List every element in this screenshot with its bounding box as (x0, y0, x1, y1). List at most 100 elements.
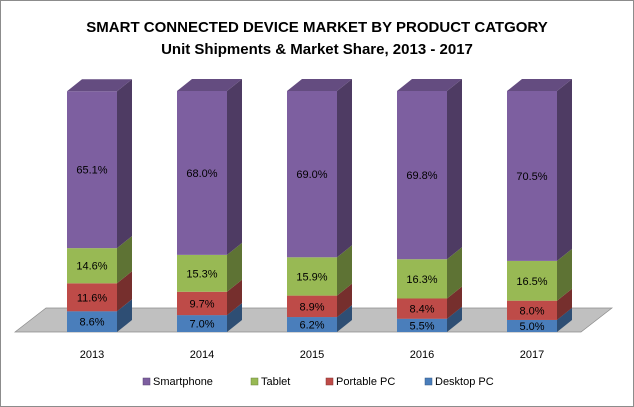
chart-subtitle: Unit Shipments & Market Share, 2013 - 20… (161, 41, 473, 58)
segment-portable-pc-2013: 11.6% (67, 271, 132, 312)
value-label: 70.5% (516, 171, 547, 183)
segment-side (557, 307, 572, 332)
segment-front (287, 257, 337, 296)
segment-front (507, 91, 557, 261)
segment-front (67, 311, 117, 332)
value-label: 8.0% (519, 305, 544, 317)
segment-side (337, 283, 352, 318)
segment-front (67, 248, 117, 284)
value-label: 69.0% (296, 169, 327, 181)
value-label: 6.2% (299, 320, 324, 332)
bar-top-face (287, 79, 352, 91)
segment-front (177, 91, 227, 255)
bar-top-face (397, 79, 462, 91)
legend-item-smartphone: Smartphone (142, 376, 213, 388)
chart-title: SMART CONNECTED DEVICE MARKET BY PRODUCT… (86, 19, 547, 36)
value-label: 7.0% (189, 319, 214, 331)
value-label: 68.0% (186, 168, 217, 180)
value-label: 16.3% (406, 274, 437, 286)
segment-front (507, 319, 557, 332)
segment-side (227, 242, 242, 292)
segment-front (67, 283, 117, 312)
legend-label: Desktop PC (435, 376, 494, 388)
legend-swatch (325, 377, 334, 386)
value-label: 14.6% (76, 261, 107, 273)
segment-side (337, 305, 352, 332)
value-label: 65.1% (76, 165, 107, 177)
legend-swatch (142, 377, 151, 386)
legend: Smartphone Tablet Portable PC Desktop PC (142, 376, 494, 388)
bar-2017: 5.0% 8.0% 16.5% 70.5% (507, 79, 572, 333)
segment-side (227, 279, 242, 316)
x-tick-label: 2015 (300, 349, 324, 361)
segment-front (287, 317, 337, 332)
segment-portable-pc-2014: 9.7% (177, 279, 242, 316)
segment-front (507, 260, 557, 301)
value-label: 8.6% (79, 317, 104, 329)
bar-top-face (507, 79, 572, 91)
bar-2016: 5.5% 8.4% 16.3% 69.8% (397, 79, 462, 332)
segment-front (397, 259, 447, 299)
segment-front (397, 318, 447, 332)
segment-tablet-2013: 14.6% (67, 236, 132, 284)
segment-side (117, 271, 132, 312)
value-label: 8.9% (299, 301, 324, 313)
segment-side (227, 79, 242, 255)
segment-smartphone-2016: 69.8% (397, 79, 462, 260)
legend-label: Smartphone (153, 376, 213, 388)
segment-portable-pc-2017: 8.0% (507, 288, 572, 320)
segment-side (557, 248, 572, 301)
segment-tablet-2014: 15.3% (177, 242, 242, 292)
segment-side (447, 306, 462, 332)
legend-swatch (424, 377, 433, 386)
segment-side (227, 303, 242, 332)
segment-desktop-pc-2016: 5.5% (397, 306, 462, 332)
bars-group: 8.6% 11.6% 14.6% 65.1% 7.0% 9.7% 15.3% 68.0% 6.2… (67, 79, 572, 333)
bar-2015: 6.2% 8.9% 15.9% 69.0% (287, 79, 352, 332)
segment-tablet-2017: 16.5% (507, 248, 572, 301)
value-label: 5.5% (409, 320, 434, 332)
segment-front (507, 300, 557, 320)
x-tick-label: 2013 (80, 349, 104, 361)
segment-front (67, 91, 117, 249)
segment-side (447, 79, 462, 260)
legend-item-tablet: Tablet (250, 376, 290, 388)
legend-swatch (250, 377, 259, 386)
segment-front (287, 91, 337, 258)
segment-side (447, 247, 462, 299)
legend-item-portable-pc: Portable PC (325, 376, 395, 388)
segment-desktop-pc-2013: 8.6% (67, 299, 132, 332)
segment-desktop-pc-2017: 5.0% (507, 307, 572, 333)
segment-smartphone-2017: 70.5% (507, 79, 572, 261)
value-label: 15.9% (296, 271, 327, 283)
x-axis: 2013 2014 2015 2016 2017 (80, 349, 544, 361)
segment-side (337, 245, 352, 296)
segment-front (177, 315, 227, 332)
segment-tablet-2016: 16.3% (397, 247, 462, 299)
segment-side (117, 299, 132, 332)
segment-front (177, 291, 227, 316)
segment-side (557, 288, 572, 320)
value-label: 9.7% (189, 298, 214, 310)
segment-front (397, 91, 447, 260)
value-label: 5.0% (519, 321, 544, 333)
x-tick-label: 2016 (410, 349, 434, 361)
x-tick-label: 2017 (520, 349, 544, 361)
segment-desktop-pc-2014: 7.0% (177, 303, 242, 332)
segment-front (397, 298, 447, 319)
bar-top-face (67, 79, 132, 92)
segment-smartphone-2013: 65.1% (67, 79, 132, 249)
segment-side (117, 79, 132, 249)
x-tick-label: 2014 (190, 349, 214, 361)
bar-top-face (177, 79, 242, 91)
segment-desktop-pc-2015: 6.2% (287, 305, 352, 332)
value-label: 11.6% (77, 292, 108, 304)
bar-2013: 8.6% 11.6% 14.6% 65.1% (67, 79, 132, 332)
segment-side (117, 236, 132, 284)
legend-label: Tablet (261, 376, 290, 388)
legend-item-desktop-pc: Desktop PC (424, 376, 494, 388)
segment-front (287, 295, 337, 318)
segment-side (337, 79, 352, 258)
